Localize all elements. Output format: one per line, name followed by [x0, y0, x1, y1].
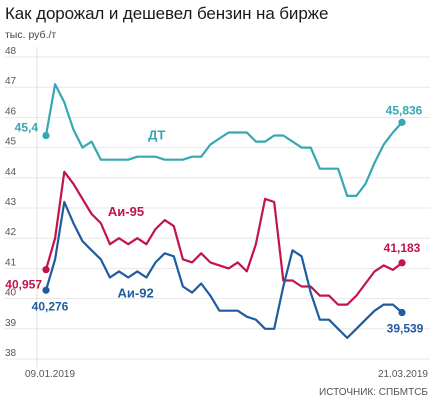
series-end-label: 45,836 — [386, 103, 423, 117]
x-start-label: 09.01.2019 — [25, 369, 75, 380]
x-end-label: 21.03.2019 — [378, 369, 428, 380]
y-tick-label: 41 — [5, 257, 17, 268]
series-line-0 — [44, 83, 404, 197]
series-end-label: 41,183 — [384, 241, 421, 255]
y-tick-label: 44 — [5, 167, 17, 178]
series-start-label: 40,276 — [32, 299, 69, 313]
y-tick-label: 40 — [5, 288, 17, 299]
y-tick-label: 39 — [5, 318, 17, 329]
series-line-1 — [44, 170, 404, 306]
chart-title: Как дорожал и дешевел бензин на бирже — [5, 4, 329, 23]
series-start-point — [42, 131, 50, 140]
series-name-label: ДТ — [148, 128, 165, 143]
series-name-label: Аи-92 — [118, 285, 154, 300]
series-start-point — [42, 286, 50, 294]
series-start-label: 40,957 — [5, 278, 42, 292]
series-line-2 — [44, 200, 404, 339]
series-end-point — [398, 308, 406, 317]
source-label: ИСТОЧНИК: СПБМТСБ — [319, 387, 428, 398]
y-tick-label: 43 — [5, 197, 17, 208]
data-labels: 45,4 45,836 ДТ 40,957 41,183 Аи-95 40,276 39,53… — [5, 103, 423, 335]
series-lines — [44, 83, 404, 339]
series-start-point — [42, 266, 50, 274]
series-end-point — [398, 118, 406, 126]
series-start-label: 45,4 — [15, 121, 39, 135]
series-end-label: 39,539 — [387, 322, 424, 336]
y-tick-label: 42 — [5, 227, 17, 238]
series-endpoints — [42, 118, 406, 317]
y-tick-label: 48 — [5, 46, 17, 57]
y-tick-label: 47 — [5, 76, 17, 87]
series-name-label: Аи-95 — [108, 204, 144, 219]
y-axis-ticks: 38 39 40 41 42 43 44 45 46 47 48 — [5, 46, 17, 359]
series-end-point — [398, 259, 406, 267]
y-axis-unit: тыс. руб./т — [5, 29, 57, 41]
grid — [4, 47, 430, 367]
y-tick-label: 46 — [5, 106, 17, 117]
y-tick-label: 45 — [5, 137, 17, 148]
y-tick-label: 38 — [5, 348, 17, 359]
